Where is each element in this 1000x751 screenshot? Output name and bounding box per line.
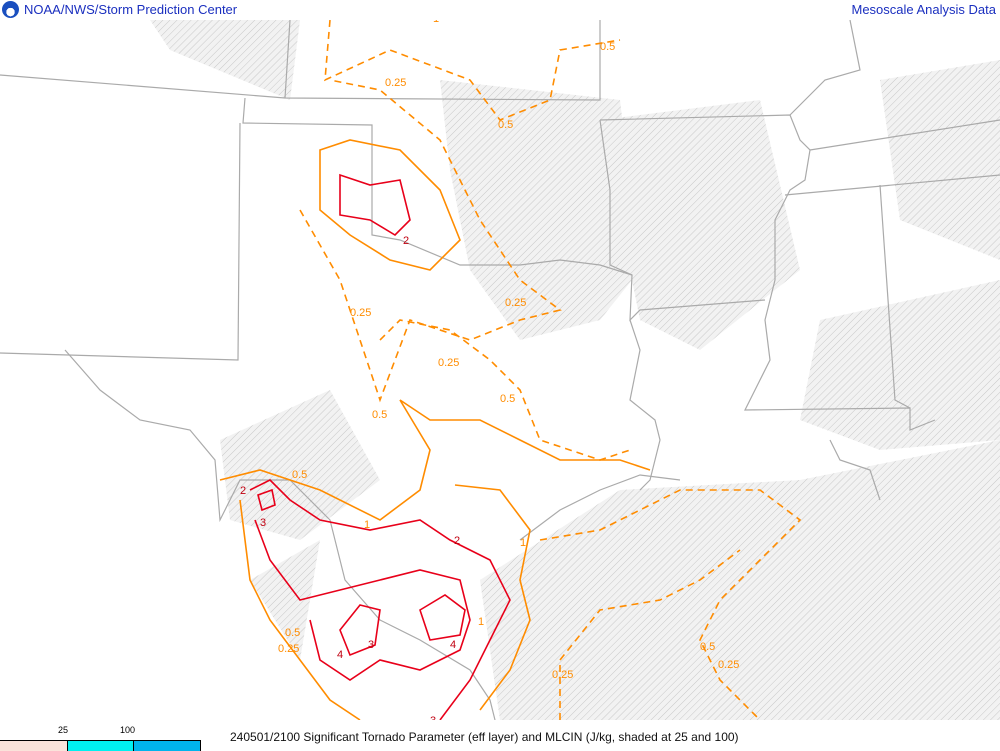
- legend-tick: 100: [120, 725, 136, 735]
- contour-label: 1: [520, 537, 526, 549]
- contour-label: 0.5: [372, 409, 387, 421]
- contour-label: 0.5: [600, 41, 615, 53]
- noaa-logo: [2, 1, 19, 18]
- contour-label: 3: [260, 517, 266, 529]
- contour-label: 3: [368, 639, 374, 651]
- contour-label: 0.5: [292, 469, 307, 481]
- header-title: NOAA/NWS/Storm Prediction Center: [24, 2, 238, 17]
- contour-label: 0.5: [285, 627, 300, 639]
- footer: 25 100 240501/2100 Significant Tornado P…: [0, 720, 1000, 751]
- contour-labels: 10.50.250.520.250.250.250.50.50.52312114…: [240, 20, 739, 720]
- contour-label: 0.25: [278, 643, 299, 655]
- contour-label: 1: [433, 20, 439, 25]
- legend-swatch-3: [133, 740, 201, 751]
- contour-label: 0.25: [552, 669, 573, 681]
- contour-label: 0.25: [718, 659, 739, 671]
- stp-contours: [219, 20, 802, 720]
- header-subtitle: Mesoscale Analysis Data: [851, 2, 996, 17]
- contour-label: 1: [364, 519, 370, 531]
- contour-label: 2: [240, 485, 246, 497]
- contour-label: 0.5: [498, 119, 513, 131]
- contour-label: 4: [450, 639, 456, 651]
- contour-label: 0.25: [438, 357, 459, 369]
- contour-label: 1: [478, 616, 484, 628]
- contour-label: 2: [454, 535, 460, 547]
- contour-label: 0.5: [500, 393, 515, 405]
- contour-label: 0.25: [505, 297, 526, 309]
- contour-label: 0.25: [385, 77, 406, 89]
- map: 10.50.250.520.250.250.250.50.50.52312114…: [0, 20, 1000, 720]
- legend-swatch-1: [0, 740, 67, 751]
- legend-swatch-2: [67, 740, 134, 751]
- map-caption: 240501/2100 Significant Tornado Paramete…: [230, 730, 739, 744]
- contour-label: 0.25: [350, 307, 371, 319]
- contour-label: 0.5: [700, 641, 715, 653]
- legend-tick: 25: [58, 725, 69, 735]
- header: NOAA/NWS/Storm Prediction Center Mesosca…: [0, 0, 1000, 20]
- contour-label: 2: [403, 235, 409, 247]
- contour-label: 4: [337, 649, 343, 661]
- contour-label: 3: [430, 715, 436, 720]
- mlcin-shading: [150, 20, 1000, 720]
